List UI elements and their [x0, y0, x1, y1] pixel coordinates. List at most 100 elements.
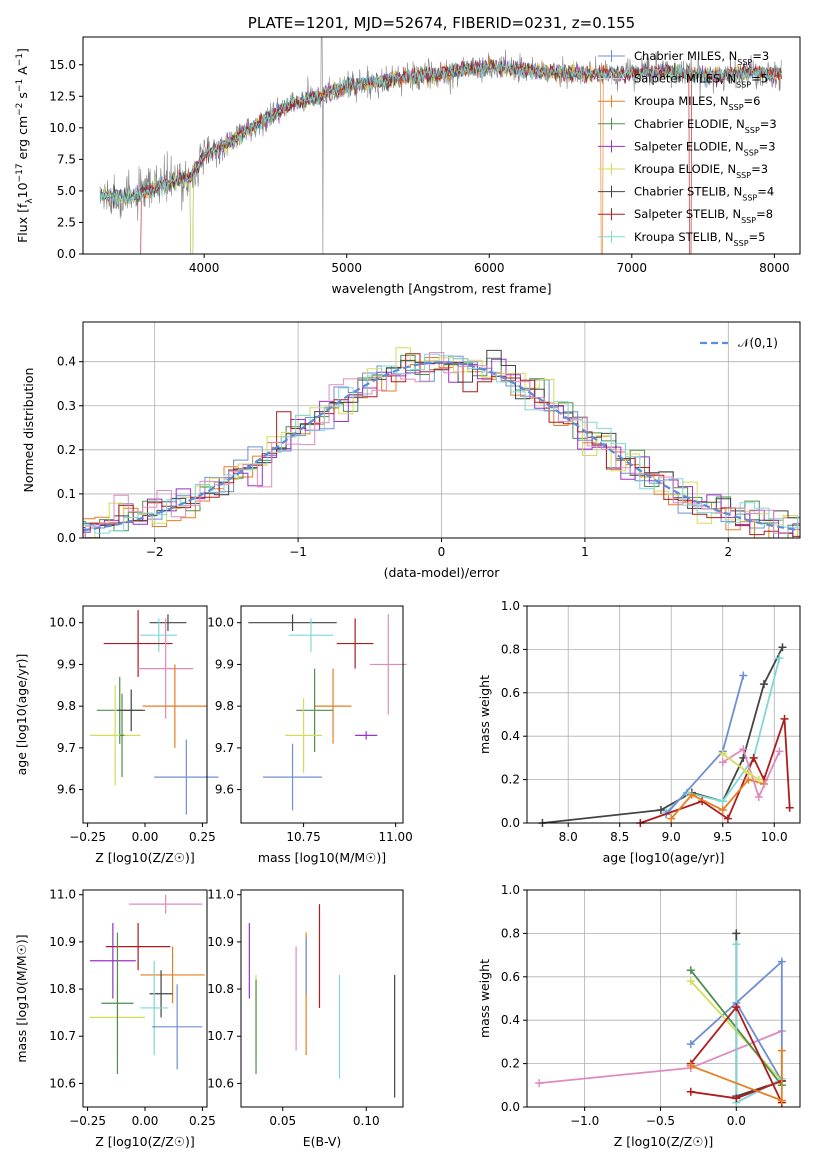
- weight-point-marker: [785, 803, 794, 812]
- y-axis-label-part: −1: [15, 53, 25, 66]
- histogram-krou_stelib: [83, 353, 800, 534]
- axes-frame: [82, 605, 208, 824]
- x-axis-label: Z [log10(Z/Z☉)]: [614, 1134, 714, 1149]
- y-tick-label: 10.6: [49, 1076, 76, 1090]
- axes-frame: [82, 36, 801, 255]
- y-tick-label: 10.8: [207, 982, 234, 996]
- legend-subscript: SSP: [737, 58, 752, 67]
- x-tick-label: 7000: [617, 261, 648, 275]
- x-axis-label: Z [log10(Z/Z☉)]: [95, 1134, 195, 1149]
- legend-subscript: SSP: [736, 171, 751, 180]
- legend-value: =3: [751, 162, 768, 176]
- weight-point-marker: [535, 1079, 544, 1088]
- weight-point-marker: [744, 769, 753, 778]
- histogram-chab_elodie: [83, 354, 800, 538]
- y-tick-label: 15.0: [49, 58, 76, 72]
- legend-value: =8: [756, 207, 773, 221]
- weight-point-marker: [775, 747, 784, 756]
- legend-text: Kroupa STELIB, N: [634, 230, 734, 244]
- legend-text: Salpeter ELODIE, N: [634, 139, 744, 153]
- y-axis-label-part: ]: [15, 48, 30, 53]
- legend-value: =3: [759, 139, 776, 153]
- x-tick-label: 9.5: [713, 830, 732, 844]
- weight-point-marker: [749, 753, 758, 762]
- y-tick-label: 5.0: [57, 184, 76, 198]
- y-tick-label: 0.4: [57, 355, 76, 369]
- histogram-krou_miles: [83, 357, 800, 538]
- x-axis-label: Z [log10(Z/Z☉)]: [95, 850, 195, 865]
- y-axis-label-part: −2: [15, 103, 25, 116]
- y-tick-label: 7.5: [57, 152, 76, 166]
- weight-point-marker: [777, 1096, 786, 1105]
- x-tick-label: 0.25: [189, 830, 216, 844]
- y-tick-label: 9.8: [215, 699, 234, 713]
- legend-subscript: SSP: [741, 216, 756, 225]
- y-axis-label-part: erg cm: [15, 116, 30, 164]
- y-tick-label: 0.0: [501, 816, 520, 830]
- legend-entry: Chabrier STELIB, NSSP=4: [634, 185, 774, 203]
- x-tick-label: 4000: [189, 261, 220, 275]
- axes-frame: [82, 889, 208, 1108]
- x-tick-label: 6000: [474, 261, 505, 275]
- legend-entry: Chabrier ELODIE, NSSP=3: [634, 117, 777, 135]
- y-tick-label: 9.6: [215, 783, 234, 797]
- x-tick-label: 0.00: [132, 1114, 159, 1128]
- y-tick-label: 0.8: [501, 926, 520, 940]
- y-axis-label-part: A: [15, 66, 30, 79]
- y-axis-label-part: 10: [15, 182, 30, 198]
- y-tick-label: 10.9: [49, 935, 76, 949]
- weight-point-marker: [732, 940, 741, 949]
- x-tick-label: 10.0: [761, 830, 788, 844]
- y-axis-label: mass weight: [477, 675, 492, 754]
- weight-point-marker: [777, 1046, 786, 1055]
- y-tick-label: 10.0: [207, 616, 234, 630]
- weight-point-marker: [732, 1003, 741, 1012]
- x-tick-label: −1.0: [570, 1114, 599, 1128]
- weight-point-marker: [718, 805, 727, 814]
- chart-title: PLATE=1201, MJD=52674, FIBERID=0231, z=0…: [248, 14, 635, 32]
- legend-subscript: SSP: [742, 193, 757, 202]
- weight-point-marker: [686, 1061, 695, 1070]
- y-tick-label: 0.8: [501, 642, 520, 656]
- y-tick-label: 1.0: [501, 883, 520, 897]
- weight-point-marker: [718, 758, 727, 767]
- x-tick-label: 1: [581, 545, 589, 559]
- y-tick-label: 0.6: [501, 970, 520, 984]
- x-tick-label: 0.10: [353, 1114, 380, 1128]
- y-tick-label: 9.9: [57, 657, 76, 671]
- y-tick-label: 9.9: [215, 657, 234, 671]
- weight-point-marker: [739, 745, 748, 754]
- x-tick-label: 0.05: [269, 1114, 296, 1128]
- legend-entry: Salpeter STELIB, NSSP=8: [634, 207, 773, 225]
- x-tick-label: −2: [146, 545, 164, 559]
- y-tick-label: 11.0: [49, 888, 76, 902]
- x-axis-label: age [log10(age/yr)]: [603, 850, 725, 865]
- x-tick-label: −0.5: [646, 1114, 675, 1128]
- axes-frame: [240, 889, 404, 1108]
- legend-entry: Kroupa ELODIE, NSSP=3: [634, 162, 768, 180]
- legend-subscript: SSP: [744, 148, 759, 157]
- y-tick-label: 0.2: [501, 773, 520, 787]
- y-tick-label: 10.8: [49, 982, 76, 996]
- weight-point-marker: [754, 792, 763, 801]
- y-tick-label: 0.2: [501, 1057, 520, 1071]
- y-tick-label: 0.3: [57, 399, 76, 413]
- x-tick-label: 5000: [331, 261, 362, 275]
- x-axis-label: wavelength [Angstrom, rest frame]: [331, 281, 551, 296]
- x-tick-label: −0.25: [69, 1114, 106, 1128]
- y-axis-label-part: −1: [15, 79, 25, 92]
- legend-entry: 𝒩(0,1): [738, 336, 778, 350]
- x-tick-label: −0.25: [69, 830, 106, 844]
- weight-point-marker: [686, 1087, 695, 1096]
- legend-value: =4: [757, 185, 774, 199]
- weight-point-marker: [777, 957, 786, 966]
- legend-text: Chabrier STELIB, N: [634, 185, 742, 199]
- legend-value: =6: [744, 94, 761, 108]
- weight-point-marker: [732, 929, 741, 938]
- legend-text: Chabrier MILES, N: [634, 49, 737, 63]
- weight-point-marker: [723, 814, 732, 823]
- legend-entry: Salpeter ELODIE, NSSP=3: [634, 139, 776, 157]
- legend-text: Chabrier ELODIE, N: [634, 117, 745, 131]
- legend-value: =3: [760, 117, 777, 131]
- histogram-salp_elodie: [83, 358, 800, 538]
